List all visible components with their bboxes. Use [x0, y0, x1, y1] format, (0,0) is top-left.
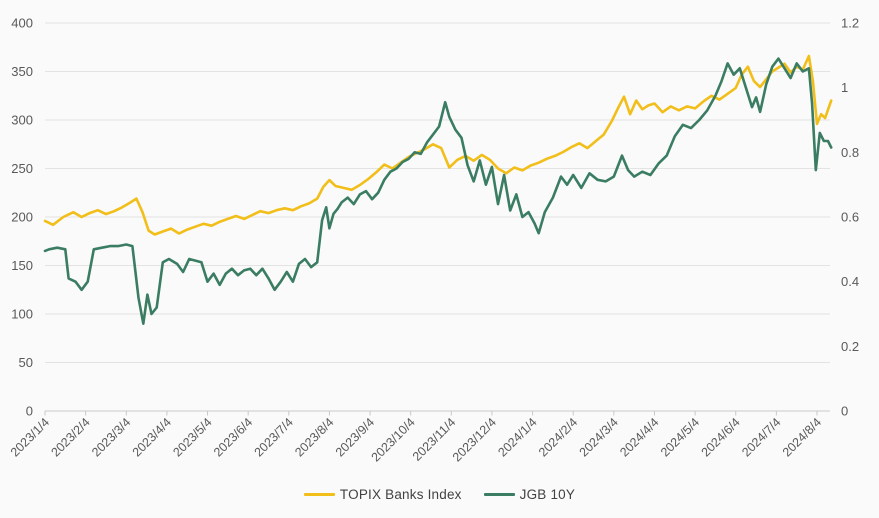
svg-text:250: 250	[11, 161, 33, 176]
jgb-line-swatch	[483, 492, 515, 497]
svg-text:0.4: 0.4	[841, 274, 859, 289]
plot-area: 0 50 100 150 200 250 300 350 400 0 0.2 0.4 0.6 0.8 1 1.…	[8, 16, 859, 465]
svg-text:50: 50	[19, 355, 33, 370]
svg-text:2023/7/4: 2023/7/4	[252, 415, 296, 459]
svg-text:2023/10/4: 2023/10/4	[369, 415, 418, 464]
svg-text:2024/4/4: 2024/4/4	[617, 415, 661, 459]
legend: TOPIX Banks Index JGB 10Y	[0, 487, 879, 502]
svg-text:2024/1/4: 2024/1/4	[495, 415, 539, 459]
svg-text:400: 400	[11, 16, 33, 31]
svg-text:2023/6/4: 2023/6/4	[211, 415, 255, 459]
svg-text:2023/1/4: 2023/1/4	[8, 415, 52, 459]
svg-text:2023/4/4: 2023/4/4	[130, 415, 174, 459]
svg-text:2024/2/4: 2024/2/4	[536, 415, 580, 459]
legend-label-jgb: JGB 10Y	[519, 487, 576, 502]
svg-text:100: 100	[11, 307, 33, 322]
svg-text:2024/8/4: 2024/8/4	[780, 415, 824, 459]
svg-text:0.8: 0.8	[841, 145, 859, 160]
svg-text:0.2: 0.2	[841, 339, 859, 354]
svg-text:2024/7/4: 2024/7/4	[739, 415, 783, 459]
svg-text:150: 150	[11, 258, 33, 273]
legend-label-topix: TOPIX Banks Index	[339, 487, 462, 502]
svg-text:2024/6/4: 2024/6/4	[699, 415, 743, 459]
topix-line-swatch	[303, 492, 335, 497]
svg-text:2023/2/4: 2023/2/4	[48, 415, 92, 459]
svg-text:2023/12/4: 2023/12/4	[450, 415, 499, 464]
svg-text:1.2: 1.2	[841, 16, 859, 31]
svg-text:2023/5/4: 2023/5/4	[170, 415, 214, 459]
svg-text:1: 1	[841, 80, 848, 95]
svg-text:2023/8/4: 2023/8/4	[292, 415, 336, 459]
svg-text:0: 0	[26, 404, 33, 419]
svg-text:300: 300	[11, 113, 33, 128]
svg-text:0.6: 0.6	[841, 210, 859, 225]
svg-text:2023/3/4: 2023/3/4	[89, 415, 133, 459]
legend-item-topix-banks-index: TOPIX Banks Index	[303, 487, 462, 502]
legend-item-jgb-10y: JGB 10Y	[483, 487, 576, 502]
svg-text:350: 350	[11, 64, 33, 79]
svg-text:2024/3/4: 2024/3/4	[577, 415, 621, 459]
svg-text:2024/5/4: 2024/5/4	[658, 415, 702, 459]
svg-text:0: 0	[841, 404, 848, 419]
svg-text:200: 200	[11, 210, 33, 225]
